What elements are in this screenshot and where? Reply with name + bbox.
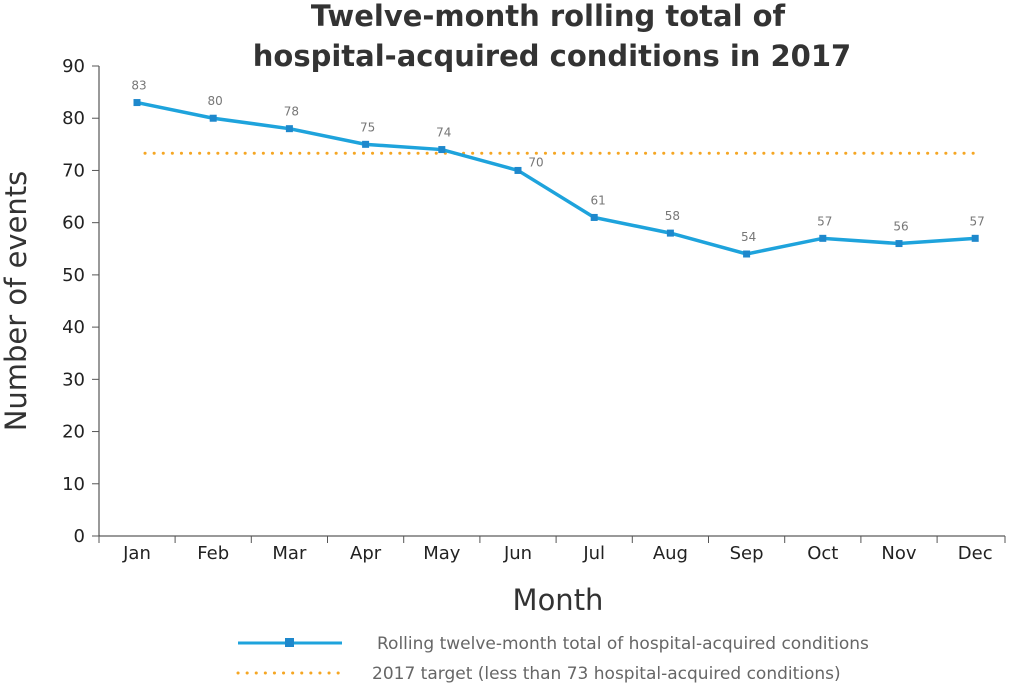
chart-title-line-2: hospital-acquired conditions in 2017 [253,39,851,73]
data-label: 75 [360,120,375,134]
chart-title-line-1: Twelve-month rolling total of [311,0,786,33]
x-tick-label: Jul [582,543,605,564]
y-tick-label: 70 [62,160,85,181]
x-tick-label: Mar [272,543,307,564]
legend-label-target: 2017 target (less than 73 hospital-acqui… [372,664,841,684]
data-label: 61 [591,193,606,207]
data-point [514,166,522,174]
data-point [666,229,674,237]
data-label: 54 [741,230,756,244]
data-label: 80 [208,94,223,108]
y-axis-label: Number of events [0,171,33,432]
data-point [209,114,217,122]
x-tick-label: Aug [653,543,688,564]
data-label: 74 [436,126,451,140]
data-label: 78 [284,105,299,119]
data-point [438,146,446,154]
data-point [285,125,293,133]
data-point [362,140,370,148]
y-tick-label: 90 [62,56,85,77]
y-tick-label: 80 [62,108,85,129]
x-tick-label: Sep [730,543,764,564]
x-tick-label: Jun [503,543,532,564]
legend-label-series: Rolling twelve-month total of hospital-a… [377,634,869,654]
series-line [136,100,976,256]
y-tick-label: 60 [62,213,85,234]
legend-marker-swatch [285,638,294,647]
x-tick-label: Nov [881,543,916,564]
y-tick-label: 30 [62,369,85,390]
y-tick-label: 40 [62,317,85,338]
x-tick-label: Feb [197,543,229,564]
data-point [133,99,141,107]
data-label: 57 [817,214,832,228]
x-tick-label: Dec [958,543,993,564]
x-tick-label: Oct [807,543,838,564]
data-point [590,213,598,221]
data-label: 70 [528,155,543,169]
data-point [971,234,979,242]
y-tick-label: 50 [62,265,85,286]
y-tick-label: 10 [62,474,85,495]
data-point [819,234,827,242]
data-point [743,250,751,258]
x-axis-label: Month [513,583,604,617]
x-tick-label: Apr [350,543,382,564]
data-label: 56 [893,220,908,234]
x-tick-label: May [423,543,461,564]
y-tick-label: 20 [62,422,85,443]
data-label: 57 [970,214,985,228]
legend: Rolling twelve-month total of hospital-a… [236,634,869,684]
data-label: 83 [131,79,146,93]
y-tick-label: 0 [74,526,85,547]
x-tick-label: Jan [122,543,151,564]
data-label: 58 [665,209,680,223]
data-point [895,240,903,248]
